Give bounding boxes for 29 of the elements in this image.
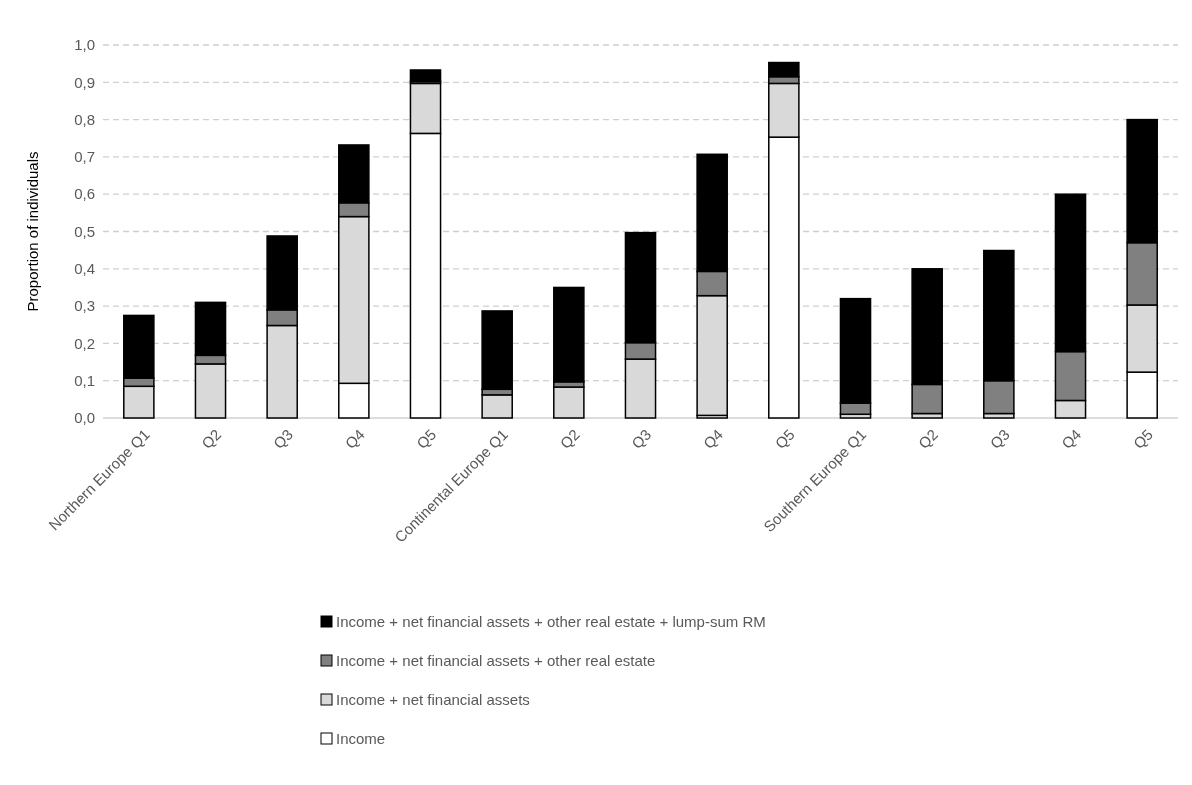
x-tick-label: Q4: [341, 425, 368, 452]
x-tick-label: Q4: [699, 425, 726, 452]
x-tick-label: Q3: [269, 425, 296, 452]
bar: [409, 69, 442, 83]
y-tick-label: 0,6: [74, 185, 95, 203]
legend-label: Income + net financial assets + other real estate + lump-sum RM: [336, 613, 766, 631]
legend-label: Income + net financial assets + other real estate: [336, 652, 656, 670]
y-tick-label: 0,2: [74, 334, 95, 352]
y-tick-label: 0,0: [74, 409, 95, 427]
x-tick-label: Q2: [198, 425, 225, 452]
x-tick-label: Q2: [914, 425, 941, 452]
y-tick-label: 0,5: [74, 222, 95, 240]
y-tick-label: 0,7: [74, 148, 95, 166]
x-tick-label: Q3: [628, 425, 655, 452]
x-tick-label: Q5: [1129, 425, 1156, 452]
y-tick-label: 0,3: [74, 297, 95, 315]
y-tick-label: 0,4: [74, 260, 95, 278]
y-tick-label: 0,8: [74, 110, 95, 128]
y-axis-title: Proportion of individuals: [24, 151, 41, 312]
legend-label: Income + net financial assets: [336, 691, 530, 709]
x-tick-label: Q5: [771, 425, 798, 452]
x-tick-label: Q4: [1058, 425, 1085, 452]
x-tick-label: Q3: [986, 425, 1013, 452]
legend-label: Income: [336, 730, 386, 748]
y-tick-label: 0,1: [74, 371, 95, 389]
y-tick-label: 1,0: [74, 36, 95, 54]
y-tick-label: 0,9: [74, 73, 95, 91]
x-tick-label: Q5: [413, 425, 440, 452]
x-tick-label: Q2: [556, 425, 583, 452]
